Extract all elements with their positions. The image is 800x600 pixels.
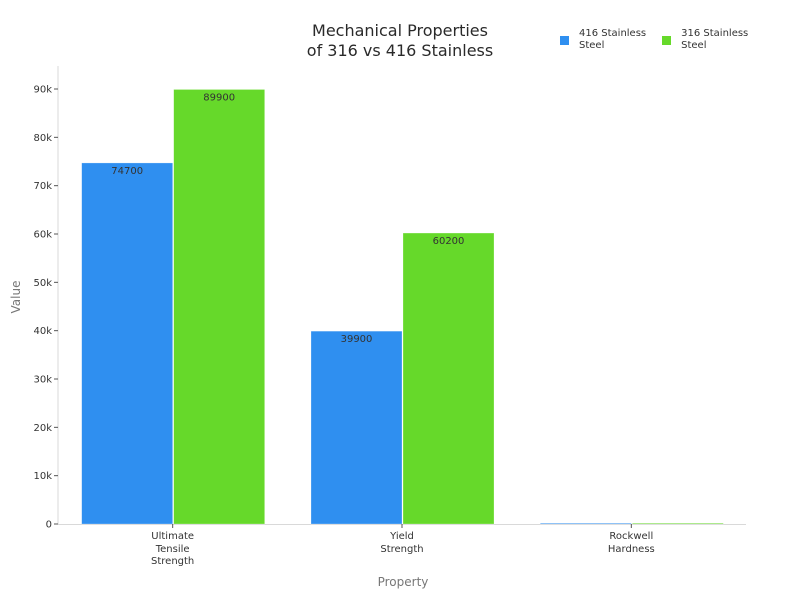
y-tick-label: 60k: [33, 230, 52, 241]
y-tick-label: 90k: [33, 85, 52, 96]
bar-416-2[interactable]: [540, 522, 632, 525]
legend-label-416-line1: 416 Stainless: [579, 28, 647, 39]
x-tick-label-line: Strength: [380, 543, 424, 555]
legend-label-316: 316 Stainless Steel: [681, 28, 748, 52]
legend-swatch-416: [560, 36, 569, 45]
y-tick-label: 40k: [33, 326, 52, 337]
x-tick-label: Ultimate Tensile Strength: [113, 531, 233, 569]
y-tick-label: 0: [46, 520, 52, 531]
x-tick-label: Yield Strength: [342, 531, 462, 556]
legend-label-316-line2: Steel: [681, 40, 707, 51]
y-tick-label: 10k: [33, 471, 52, 482]
bar-316-2[interactable]: [632, 522, 724, 525]
y-tick-label: 50k: [33, 278, 52, 289]
chart-title-line-1: Mechanical Properties: [312, 21, 488, 40]
y-tick-label: 80k: [33, 133, 52, 144]
x-tick-label-line: Ultimate: [151, 531, 195, 542]
y-tick-label: 20k: [33, 423, 52, 434]
x-tick-label-line: Hardness: [607, 543, 655, 555]
x-tick-label-line: Strength: [151, 556, 195, 567]
bar-value-label: 74700: [111, 166, 143, 177]
bar-316-0[interactable]: [173, 89, 265, 525]
x-tick-label-line: Tensile: [155, 543, 190, 555]
x-tick-label-line: Rockwell: [609, 531, 654, 542]
legend-label-416-line2: Steel: [579, 40, 605, 51]
bar-316-1[interactable]: [402, 232, 495, 525]
legend-item-416[interactable]: 416 Stainless Steel: [560, 28, 646, 52]
legend: 416 Stainless Steel 316 Stainless Steel: [560, 28, 748, 52]
legend-label-316-line1: 316 Stainless: [681, 28, 749, 39]
chart-title: Mechanical Properties of 316 vs 416 Stai…: [250, 21, 550, 61]
x-axis-label: Property: [377, 575, 429, 589]
x-tick-label-line: Yield: [390, 531, 414, 542]
legend-item-316[interactable]: 316 Stainless Steel: [662, 28, 748, 52]
bar-416-0[interactable]: [81, 162, 173, 525]
bar-value-label: 60200: [433, 236, 465, 247]
bar-value-label: 39900: [341, 334, 373, 345]
chart-title-line-2: of 316 vs 416 Stainless: [306, 41, 494, 60]
legend-label-416: 416 Stainless Steel: [579, 28, 646, 52]
legend-swatch-316: [662, 36, 672, 45]
y-tick-label: 70k: [33, 181, 52, 192]
y-tick-label: 30k: [33, 375, 52, 386]
x-tick-label: Rockwell Hardness: [571, 531, 691, 556]
bar-value-label: 89900: [203, 92, 235, 103]
bar-416-1[interactable]: [310, 330, 403, 525]
